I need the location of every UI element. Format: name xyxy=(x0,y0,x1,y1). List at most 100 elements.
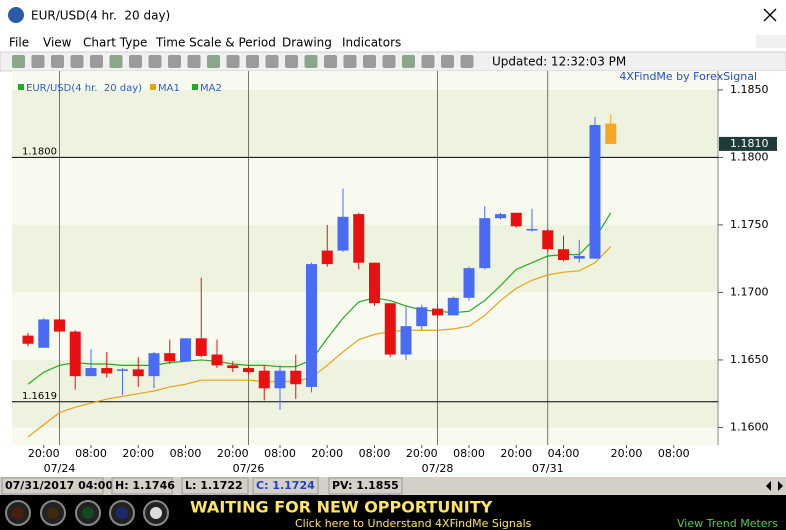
x-tick-label: 20:00 xyxy=(406,447,438,460)
menu-item[interactable]: Chart Type xyxy=(83,36,147,50)
menu-bar xyxy=(0,31,786,52)
plot-band xyxy=(12,359,718,428)
x-tick-label: 20:00 xyxy=(311,447,343,460)
y-tick-label: 1.1750 xyxy=(730,218,769,231)
toolbar-button[interactable] xyxy=(70,55,84,68)
footer-link[interactable]: Click here to Understand 4XFindMe Signal… xyxy=(295,517,532,530)
legend-label: MA1 xyxy=(158,83,180,94)
x-tick-label: 20:00 xyxy=(122,447,154,460)
toolbar-button[interactable] xyxy=(324,55,337,68)
menu-item[interactable]: Drawing xyxy=(282,36,332,50)
footer-button-center xyxy=(47,507,59,519)
date-label: 07/24 xyxy=(44,462,76,475)
footer-button-center xyxy=(150,507,162,519)
x-tick-label: 20:00 xyxy=(500,447,532,460)
toolbar-button[interactable] xyxy=(187,55,201,68)
candle-body xyxy=(69,331,81,377)
price-marker-label: 1.1810 xyxy=(730,137,769,150)
toolbar-button[interactable] xyxy=(12,55,25,68)
candle-body xyxy=(400,326,412,355)
candle-body xyxy=(337,216,349,251)
title-bar xyxy=(0,0,786,31)
toolbar-button[interactable] xyxy=(129,55,142,68)
right-axis xyxy=(718,71,786,445)
moving-average-line xyxy=(27,246,612,438)
candle-body xyxy=(573,255,585,259)
app-icon xyxy=(8,7,24,23)
menu-item[interactable]: File xyxy=(9,36,29,50)
x-tick-label: 04:00 xyxy=(548,447,580,460)
status-text: PV: 1.1855 xyxy=(332,479,399,492)
toolbar-button[interactable] xyxy=(31,55,45,68)
candle-body xyxy=(243,368,254,373)
candle-body xyxy=(290,370,302,385)
status-field xyxy=(111,477,173,495)
toolbar-button[interactable] xyxy=(90,55,103,68)
scroll-left[interactable] xyxy=(766,481,771,491)
toolbar-button[interactable] xyxy=(285,55,298,68)
x-tick-label: 08:00 xyxy=(75,447,107,460)
legend-label: MA2 xyxy=(200,83,222,94)
x-tick-label: 08:00 xyxy=(658,447,690,460)
candle-body xyxy=(85,368,97,377)
toolbar-button[interactable] xyxy=(168,55,181,68)
candle-body xyxy=(353,214,365,263)
candle-body xyxy=(384,303,396,355)
footer-message: WAITING FOR NEW OPPORTUNITY xyxy=(190,498,493,517)
x-tick-label: 08:00 xyxy=(264,447,296,460)
toolbar-button[interactable] xyxy=(226,55,240,68)
toolbar-button[interactable] xyxy=(109,55,123,68)
legend-label: EUR/USD(4 hr. 20 day) xyxy=(26,83,142,94)
toolbar-button[interactable] xyxy=(304,55,318,68)
toolbar-button[interactable] xyxy=(382,55,396,68)
footer-button-center xyxy=(12,507,24,519)
trend-link[interactable]: View Trend Meters xyxy=(677,517,778,530)
candle-body xyxy=(463,268,475,298)
x-axis-area xyxy=(0,445,786,477)
status-field xyxy=(328,477,403,495)
toolbar-button[interactable] xyxy=(343,55,357,68)
candle-body xyxy=(180,338,191,362)
toolbar-button[interactable] xyxy=(421,55,435,68)
menu-item[interactable]: Indicators xyxy=(342,36,401,50)
toolbar-button[interactable] xyxy=(265,55,279,68)
horizontal-line-label: 1.1619 xyxy=(22,391,57,402)
menu-item[interactable]: View xyxy=(43,36,72,50)
toolbar-button[interactable] xyxy=(207,55,220,68)
toolbar-button[interactable] xyxy=(363,55,376,68)
toolbar-button[interactable] xyxy=(51,55,64,68)
candle-body xyxy=(416,307,428,327)
x-tick-label: 20:00 xyxy=(611,447,643,460)
toolbar-button[interactable] xyxy=(460,55,474,68)
scroll-right[interactable] xyxy=(778,481,783,491)
close-button[interactable] xyxy=(763,8,777,22)
candle-body xyxy=(321,250,333,265)
status-text: H: 1.1746 xyxy=(115,479,175,492)
toolbar-button[interactable] xyxy=(402,55,415,68)
y-tick-label: 1.1800 xyxy=(730,150,769,163)
y-tick-label: 1.1650 xyxy=(730,353,769,366)
menu-item[interactable]: Time Scale & Period xyxy=(155,36,276,50)
candle-body xyxy=(526,228,538,231)
x-tick-label: 08:00 xyxy=(359,447,391,460)
status-text: 07/31/2017 04:00:00 xyxy=(5,479,133,492)
price-marker xyxy=(719,136,777,151)
status-field xyxy=(252,477,319,495)
candle-body xyxy=(447,297,459,316)
candle-body xyxy=(589,125,601,259)
toolbar-button[interactable] xyxy=(148,55,162,68)
candle-body xyxy=(54,319,65,332)
x-tick-label: 20:00 xyxy=(217,447,249,460)
candle-body xyxy=(164,353,176,362)
candle-body xyxy=(510,212,522,227)
plot-band xyxy=(12,224,718,293)
status-text: C: 1.1724 xyxy=(256,479,315,492)
toolbar-button[interactable] xyxy=(441,55,454,68)
candle-body xyxy=(227,365,239,369)
watermark: 4XFindMe by ForexSignal xyxy=(619,70,757,83)
mdi-buttons[interactable] xyxy=(756,35,786,48)
candle-body xyxy=(306,264,317,387)
toolbar-button[interactable] xyxy=(246,55,259,68)
legend-swatch xyxy=(192,84,198,90)
